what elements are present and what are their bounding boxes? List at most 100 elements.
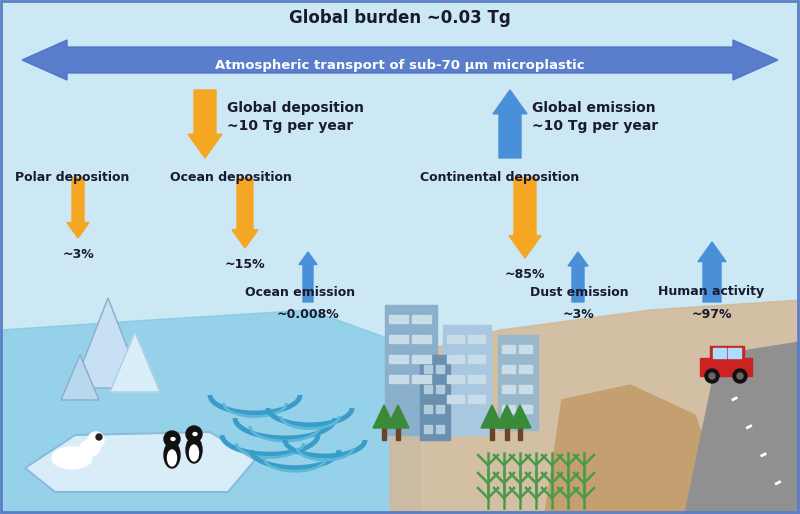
Bar — [447, 355, 464, 363]
Text: Ocean deposition: Ocean deposition — [170, 172, 292, 185]
Polygon shape — [685, 342, 800, 514]
Bar — [502, 405, 515, 413]
Circle shape — [164, 431, 180, 447]
Polygon shape — [545, 385, 730, 514]
Text: Global deposition: Global deposition — [227, 101, 364, 115]
Bar — [502, 365, 515, 373]
Bar — [389, 315, 408, 323]
Bar — [436, 405, 444, 413]
Circle shape — [705, 369, 719, 383]
Bar — [468, 395, 485, 403]
Polygon shape — [568, 252, 588, 302]
Bar — [389, 375, 408, 383]
Polygon shape — [22, 40, 778, 80]
Bar — [443, 325, 491, 435]
Circle shape — [709, 373, 715, 379]
Polygon shape — [25, 432, 255, 492]
Polygon shape — [61, 355, 99, 400]
Text: Polar deposition: Polar deposition — [15, 172, 130, 185]
Bar — [447, 375, 464, 383]
Polygon shape — [493, 90, 527, 158]
Bar — [396, 428, 400, 440]
Bar — [710, 346, 744, 360]
Bar — [502, 385, 515, 393]
Bar — [519, 405, 532, 413]
Bar — [518, 428, 522, 440]
Ellipse shape — [193, 432, 197, 435]
Bar — [700, 358, 752, 376]
Text: Global emission: Global emission — [532, 101, 656, 115]
Bar — [436, 365, 444, 373]
Polygon shape — [188, 90, 222, 158]
Polygon shape — [387, 405, 409, 428]
Bar — [385, 305, 437, 435]
Circle shape — [96, 434, 102, 440]
Ellipse shape — [52, 447, 92, 469]
Bar — [713, 348, 726, 358]
Bar — [424, 385, 432, 393]
Polygon shape — [299, 252, 317, 302]
Bar — [412, 335, 431, 343]
Bar — [412, 355, 431, 363]
Bar — [502, 345, 515, 353]
Text: Dust emission: Dust emission — [530, 285, 629, 299]
Circle shape — [733, 369, 747, 383]
Bar — [447, 395, 464, 403]
Text: ~3%: ~3% — [62, 248, 94, 262]
Bar — [519, 345, 532, 353]
Bar — [505, 428, 509, 440]
Bar — [728, 348, 741, 358]
Text: Human activity: Human activity — [658, 285, 764, 299]
Bar — [412, 315, 431, 323]
Ellipse shape — [167, 450, 177, 466]
Bar — [468, 375, 485, 383]
Polygon shape — [232, 178, 258, 248]
Bar — [468, 355, 485, 363]
Polygon shape — [509, 405, 531, 428]
Bar — [490, 428, 494, 440]
Polygon shape — [390, 300, 800, 514]
Circle shape — [186, 426, 202, 442]
Circle shape — [737, 373, 743, 379]
Polygon shape — [496, 405, 518, 428]
Bar — [412, 375, 431, 383]
Bar — [424, 405, 432, 413]
Bar — [389, 355, 408, 363]
Polygon shape — [481, 405, 503, 428]
Text: ~10 Tg per year: ~10 Tg per year — [227, 119, 354, 133]
Bar — [382, 428, 386, 440]
Ellipse shape — [186, 437, 202, 463]
Ellipse shape — [80, 440, 100, 456]
Text: ~85%: ~85% — [505, 268, 546, 282]
Polygon shape — [67, 178, 89, 238]
Circle shape — [88, 432, 104, 448]
Polygon shape — [110, 332, 160, 392]
Text: Continental deposition: Continental deposition — [420, 172, 579, 185]
Bar — [468, 335, 485, 343]
Text: ~15%: ~15% — [225, 259, 266, 271]
Bar — [519, 365, 532, 373]
Bar — [519, 385, 532, 393]
Text: ~97%: ~97% — [692, 308, 732, 321]
Bar — [389, 335, 408, 343]
Polygon shape — [373, 405, 395, 428]
Polygon shape — [698, 242, 726, 302]
Bar — [420, 355, 450, 440]
Text: ~10 Tg per year: ~10 Tg per year — [532, 119, 658, 133]
Ellipse shape — [190, 445, 198, 461]
Text: Atmospheric transport of sub-70 μm microplastic: Atmospheric transport of sub-70 μm micro… — [215, 60, 585, 72]
Bar — [498, 335, 538, 430]
Bar — [447, 335, 464, 343]
Polygon shape — [0, 310, 420, 514]
Polygon shape — [73, 298, 143, 388]
Bar — [424, 365, 432, 373]
Ellipse shape — [164, 442, 180, 468]
Text: Ocean emission: Ocean emission — [245, 285, 355, 299]
Bar — [424, 425, 432, 433]
Bar — [436, 385, 444, 393]
Text: Global burden ~0.03 Tg: Global burden ~0.03 Tg — [289, 9, 511, 27]
Bar — [436, 425, 444, 433]
Text: ~3%: ~3% — [562, 308, 594, 321]
Text: ~0.008%: ~0.008% — [277, 308, 339, 321]
Ellipse shape — [171, 437, 175, 440]
